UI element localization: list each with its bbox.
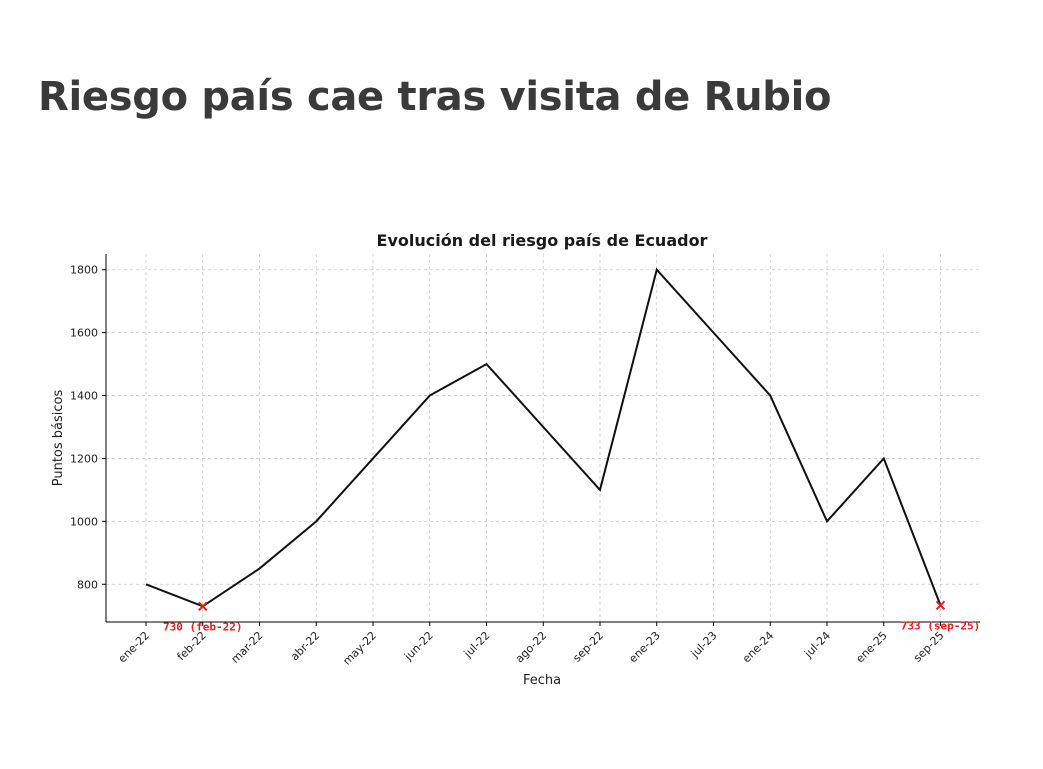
- chart-markers: 730 (feb-22) 733 (sep-25): [163, 600, 980, 633]
- marker-x-icon: [935, 600, 946, 611]
- marker-x-icon: [198, 601, 208, 611]
- y-axis-ticks: 800 1000 1200 1400 1600 1800: [70, 264, 106, 591]
- x-tick-label: ene-22: [116, 629, 152, 665]
- marker-annotation: 733 (sep-25): [901, 619, 980, 632]
- x-tick-label: jul-23: [688, 629, 720, 661]
- x-axis-label: Fecha: [523, 673, 561, 688]
- y-tick-label: 1600: [70, 327, 98, 340]
- y-tick-label: 1800: [70, 264, 98, 277]
- marker-stroke: [198, 601, 208, 611]
- marker-annotation: 730 (feb-22): [163, 620, 242, 633]
- x-tick-label: mar-22: [229, 629, 266, 666]
- y-tick-label: 1400: [70, 390, 98, 403]
- x-tick-label: ene-24: [740, 629, 776, 665]
- chart-title: Evolución del riesgo país de Ecuador: [377, 231, 708, 250]
- x-tick-label: sep-25: [911, 629, 947, 665]
- page-headline: Riesgo país cae tras visita de Rubio: [38, 74, 832, 120]
- y-tick-label: 1000: [70, 515, 98, 528]
- x-tick-label: ene-25: [853, 629, 889, 665]
- chart-grid: [106, 254, 980, 622]
- x-tick-label: abr-22: [288, 629, 322, 663]
- x-tick-label: ene-23: [626, 629, 662, 665]
- x-tick-label: feb-22: [175, 629, 209, 663]
- x-tick-label: jul-24: [801, 629, 833, 661]
- marker-stroke: [935, 600, 946, 611]
- x-tick-label: sep-22: [570, 629, 606, 665]
- y-axis-label: Puntos básicos: [51, 390, 66, 487]
- y-tick-label: 800: [77, 578, 98, 591]
- x-tick-label: jul-22: [461, 629, 493, 661]
- y-tick-label: 1200: [70, 452, 98, 465]
- x-tick-label: ago-22: [513, 629, 550, 666]
- x-tick-label: may-22: [340, 629, 379, 668]
- x-tick-label: jun-22: [401, 629, 436, 664]
